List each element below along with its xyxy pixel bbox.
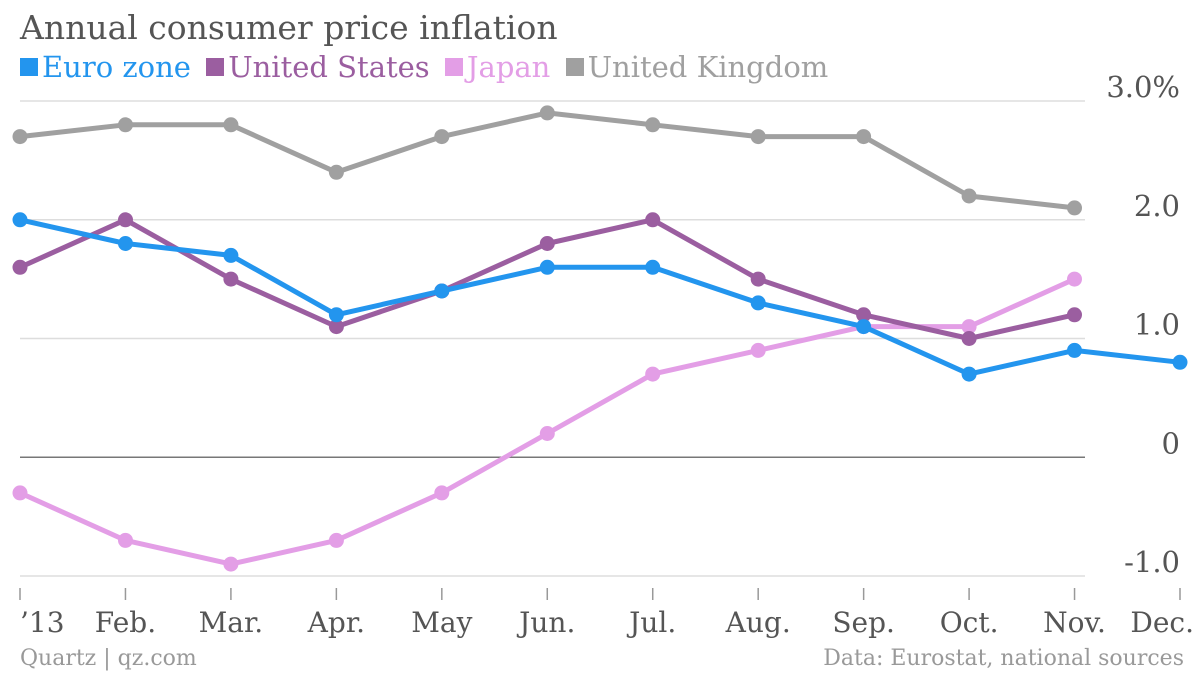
- legend-label-united-kingdom: United Kingdom: [587, 50, 829, 84]
- legend-item-united-states: United States: [206, 50, 430, 84]
- data-point-united-states: [328, 319, 344, 335]
- series-lines: [12, 105, 1188, 572]
- data-point-united-kingdom: [328, 164, 344, 180]
- data-point-euro-zone: [223, 247, 239, 263]
- data-point-japan: [539, 426, 555, 441]
- data-point-united-kingdom: [434, 129, 450, 145]
- data-point-japan: [434, 485, 450, 501]
- credit-text: Quartz | qz.com: [20, 646, 197, 671]
- x-tick-label: Feb.: [95, 606, 156, 639]
- y-tick-label: -1.0: [1124, 545, 1180, 579]
- data-point-euro-zone: [856, 319, 872, 335]
- data-point-united-kingdom: [539, 105, 555, 121]
- data-point-euro-zone: [645, 259, 661, 275]
- legend-item-euro-zone: Euro zone: [20, 50, 191, 84]
- data-point-united-states: [856, 307, 872, 323]
- data-point-japan: [961, 319, 977, 335]
- legend-swatch-united-states: [206, 58, 225, 76]
- legend-swatch-japan: [444, 58, 463, 76]
- data-point-euro-zone: [328, 307, 344, 323]
- data-point-japan: [645, 366, 661, 382]
- y-tick-label: 0: [1162, 426, 1180, 460]
- data-point-united-states: [118, 212, 133, 228]
- series-line-japan: [17, 276, 1077, 567]
- data-point-united-kingdom: [645, 117, 661, 133]
- x-tick-label: Nov.: [1043, 606, 1106, 639]
- data-point-united-kingdom: [961, 188, 977, 204]
- x-tick-label: Sep.: [832, 606, 895, 639]
- x-axis-ticks: ’13 Feb. Mar. Apr. May Jun. Jul. Aug. Sep. Oct. No…: [19, 588, 1194, 639]
- data-point-euro-zone: [434, 283, 450, 299]
- data-point-euro-zone: [12, 212, 28, 228]
- data-point-japan: [118, 532, 133, 548]
- series-line-united-kingdom: [17, 110, 1077, 211]
- series-japan: [12, 271, 1082, 572]
- legend-swatch-euro-zone: [20, 58, 38, 76]
- y-tick-label: 2.0: [1134, 189, 1180, 223]
- x-tick-label: May: [411, 606, 472, 639]
- data-point-united-states: [1067, 307, 1082, 323]
- legend-label-euro-zone: Euro zone: [42, 50, 191, 84]
- x-tick-label: Mar.: [199, 606, 264, 639]
- data-point-euro-zone: [539, 259, 555, 275]
- data-point-united-states: [223, 271, 239, 287]
- y-tick-label: 3.0%: [1106, 70, 1180, 104]
- data-point-japan: [1067, 271, 1082, 287]
- data-point-united-kingdom: [12, 129, 28, 145]
- y-tick-label: 1.0: [1134, 308, 1180, 342]
- data-point-japan: [328, 532, 344, 548]
- legend-item-united-kingdom: United Kingdom: [565, 50, 829, 84]
- y-axis-ticks: 3.0% 2.0 1.0 0 -1.0: [1106, 70, 1180, 579]
- data-point-united-states: [961, 331, 977, 346]
- x-tick-label: Oct.: [940, 606, 999, 639]
- data-point-japan: [223, 556, 239, 572]
- data-point-united-kingdom: [750, 129, 766, 145]
- series-line-euro-zone: [17, 217, 1183, 377]
- data-point-united-states: [12, 259, 28, 275]
- data-point-euro-zone: [750, 295, 766, 311]
- legend-label-japan: Japan: [466, 50, 551, 84]
- legend-swatch-united-kingdom: [565, 58, 584, 76]
- data-point-united-kingdom: [118, 117, 133, 133]
- data-point-euro-zone: [961, 366, 977, 382]
- data-point-united-states: [750, 271, 766, 287]
- data-point-united-states: [645, 212, 661, 228]
- data-point-japan: [750, 342, 766, 358]
- series-euro-zone: [12, 212, 1188, 382]
- data-point-united-states: [539, 236, 555, 251]
- source-text: Data: Eurostat, national sources: [823, 646, 1184, 671]
- x-tick-label: Dec.: [1130, 606, 1194, 639]
- data-point-euro-zone: [1172, 354, 1188, 370]
- x-tick-label: ’13: [20, 606, 65, 639]
- series-united-states: [12, 212, 1082, 346]
- data-point-united-kingdom: [856, 129, 872, 145]
- data-point-japan: [12, 485, 28, 501]
- chart-legend: Euro zone United States Japan United Kin…: [20, 50, 834, 84]
- x-tick-label: Apr.: [307, 606, 365, 639]
- chart-title: Annual consumer price inflation: [20, 8, 558, 47]
- data-point-euro-zone: [1067, 342, 1082, 358]
- x-tick-label: Jun.: [516, 606, 575, 639]
- legend-label-united-states: United States: [228, 50, 430, 84]
- legend-item-japan: Japan: [444, 50, 551, 84]
- data-point-euro-zone: [118, 236, 133, 251]
- data-point-united-kingdom: [223, 117, 239, 133]
- x-tick-label: Aug.: [725, 606, 791, 639]
- data-point-united-kingdom: [1067, 200, 1082, 216]
- grid-lines: [20, 100, 1085, 577]
- x-tick-label: Jul.: [626, 606, 676, 639]
- series-united-kingdom: [12, 105, 1082, 216]
